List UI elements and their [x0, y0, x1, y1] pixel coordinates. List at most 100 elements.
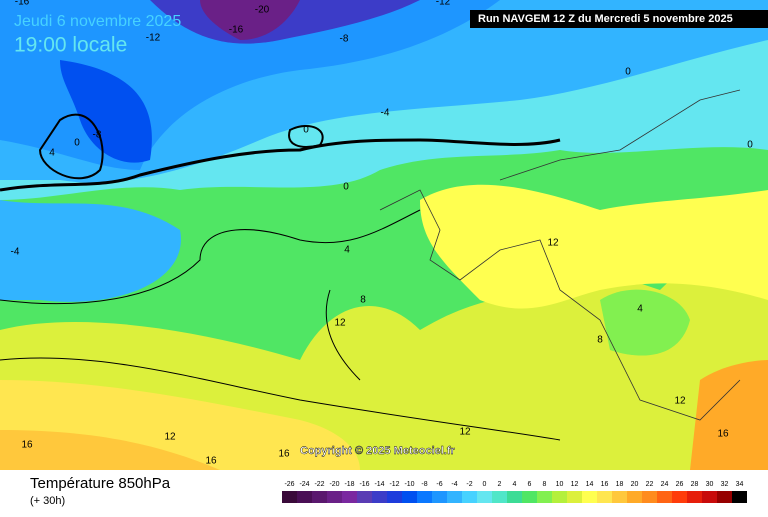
legend-label: -26	[284, 481, 294, 488]
legend-swatch	[702, 491, 717, 503]
footer-subtitle: (+ 30h)	[30, 495, 65, 507]
cold-zone	[0, 200, 181, 302]
legend-label: -10	[404, 481, 414, 488]
legend-swatch	[387, 491, 402, 503]
legend-swatch	[537, 491, 552, 503]
legend-label: 18	[616, 481, 624, 488]
legend-swatch	[687, 491, 702, 503]
legend-swatch	[282, 491, 297, 503]
legend-label: 10	[556, 481, 564, 488]
legend-label: 20	[631, 481, 639, 488]
legend-label: 2	[498, 481, 502, 488]
contour-label: -12	[436, 0, 451, 8]
contour-label: 12	[334, 318, 346, 329]
legend-label: 0	[483, 481, 487, 488]
legend-swatch	[552, 491, 567, 503]
legend-swatch	[597, 491, 612, 503]
legend-label: 6	[528, 481, 532, 488]
contour-label: 0	[747, 140, 753, 151]
legend-swatch	[522, 491, 537, 503]
contour-line	[0, 209, 561, 441]
contour-label: -8	[340, 34, 349, 45]
legend-label: -14	[374, 481, 384, 488]
contour-label: 4	[344, 245, 350, 256]
legend-label: 4	[513, 481, 517, 488]
contour-label: 4	[49, 148, 55, 159]
contour-label: -12	[146, 33, 161, 44]
contour-label: 12	[164, 432, 176, 443]
legend-label: 8	[543, 481, 547, 488]
legend-swatch	[642, 491, 657, 503]
legend-swatch	[462, 491, 477, 503]
legend-swatch	[402, 491, 417, 503]
legend-swatch	[477, 491, 492, 503]
legend-label: -24	[299, 481, 309, 488]
legend-swatch	[447, 491, 462, 503]
legend-label: -2	[466, 481, 472, 488]
cold-zone	[60, 60, 152, 163]
legend-label: -6	[436, 481, 442, 488]
legend-swatch	[567, 491, 582, 503]
legend-label: -12	[389, 481, 399, 488]
legend-swatch	[612, 491, 627, 503]
legend-label: -16	[359, 481, 369, 488]
legend-swatch	[327, 491, 342, 503]
contour-label: 0	[343, 182, 349, 193]
legend-label: -8	[421, 481, 427, 488]
legend-swatch	[492, 491, 507, 503]
legend-swatch	[312, 491, 327, 503]
legend-label: 26	[676, 481, 684, 488]
legend-label: -18	[344, 481, 354, 488]
contour-label: 8	[360, 295, 366, 306]
legend-label: 16	[601, 481, 609, 488]
legend-label: 22	[646, 481, 654, 488]
contour-label: 8	[597, 335, 603, 346]
contour-label: 16	[278, 449, 290, 460]
zero-isotherm	[0, 138, 561, 192]
warm-zone	[690, 360, 768, 470]
legend-swatch	[732, 491, 747, 503]
contour-label: 0	[625, 67, 631, 78]
legend-label: 30	[706, 481, 714, 488]
contour-label: -4	[381, 108, 390, 119]
contour-label: 12	[459, 427, 471, 438]
legend-label: 24	[661, 481, 669, 488]
legend-swatch	[582, 491, 597, 503]
legend-label: -22	[314, 481, 324, 488]
contour-label: -8	[93, 130, 102, 141]
legend-swatch	[372, 491, 387, 503]
legend-swatch	[432, 491, 447, 503]
cool-zone	[600, 289, 690, 356]
legend-label: -20	[329, 481, 339, 488]
legend-swatch	[507, 491, 522, 503]
legend-label: 14	[586, 481, 594, 488]
warm-zone	[0, 430, 220, 470]
contour-label: -16	[15, 0, 30, 8]
legend-swatch	[357, 491, 372, 503]
contour-label: 16	[717, 429, 729, 440]
legend-swatch	[672, 491, 687, 503]
contour-label: -4	[11, 247, 20, 258]
contour-label: 16	[21, 440, 33, 451]
legend-label: 12	[571, 481, 579, 488]
forecast-time: 19:00 locale	[14, 34, 127, 57]
legend-label: -4	[451, 481, 457, 488]
coastline	[379, 89, 741, 421]
contour-label: 12	[547, 238, 559, 249]
legend-swatch	[342, 491, 357, 503]
contour-label: 0	[303, 125, 309, 136]
legend-swatch	[417, 491, 432, 503]
legend-swatch	[717, 491, 732, 503]
contour-label: 16	[205, 456, 217, 467]
contour-label: 4	[637, 304, 643, 315]
zero-isotherm	[38, 113, 324, 180]
contour-label: -16	[229, 25, 244, 36]
warm-zone	[420, 184, 768, 309]
legend-swatch	[657, 491, 672, 503]
cold-zone	[200, 0, 300, 40]
run-info: Run NAVGEM 12 Z du Mercredi 5 novembre 2…	[478, 13, 733, 25]
legend-label: 34	[736, 481, 744, 488]
copyright: Copyright © 2025 Meteociel.fr	[300, 445, 456, 457]
